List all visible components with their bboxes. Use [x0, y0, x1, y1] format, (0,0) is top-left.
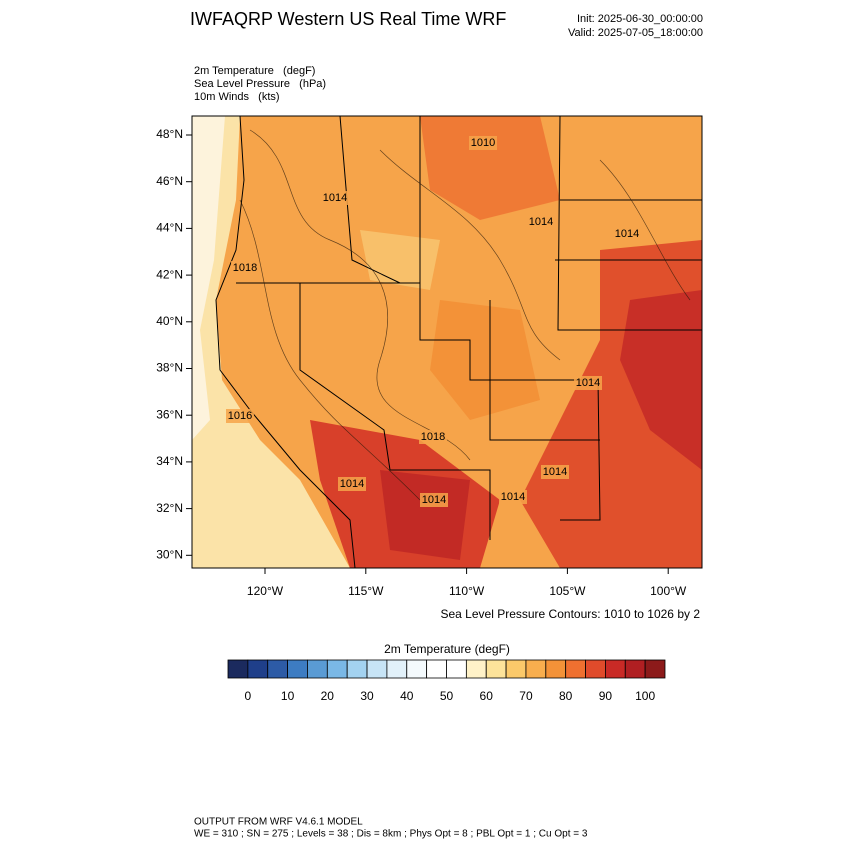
- colorbar-swatch: [386, 659, 408, 679]
- map-frame: [191, 115, 703, 569]
- contour-label: 1016: [228, 410, 252, 422]
- colorbar-tick-label: 70: [519, 689, 533, 703]
- contour-label: 1018: [233, 262, 257, 274]
- colorbar-swatch: [565, 659, 586, 679]
- field-label: 2m Temperature (degF): [194, 65, 315, 77]
- contour-label-box: [419, 430, 447, 444]
- contour-label-box: [226, 409, 254, 423]
- lat-label: 36°N: [156, 407, 183, 421]
- colorbar-swatch: [267, 659, 288, 679]
- lat-label: 48°N: [156, 127, 183, 141]
- colorbar-swatch: [465, 659, 487, 679]
- lon-label: 100°W: [650, 584, 687, 598]
- contour-label: 1014: [543, 466, 567, 478]
- colorbar-swatch: [227, 659, 249, 679]
- colorbar-swatch: [446, 659, 467, 679]
- colorbar-title: 2m Temperature (degF): [384, 642, 510, 656]
- colorbar-tick-label: 90: [599, 689, 613, 703]
- colorbar-swatch: [605, 659, 626, 679]
- lat-label: 44°N: [156, 221, 183, 235]
- colorbar-tick-label: 80: [559, 689, 573, 703]
- lat-label: 30°N: [156, 547, 183, 561]
- colorbar-swatch: [624, 659, 646, 679]
- colorbar-swatch: [307, 659, 328, 679]
- colorbar-swatch: [366, 659, 388, 679]
- colorbar-tick-label: 0: [245, 689, 252, 703]
- colorbar-swatch: [505, 659, 527, 679]
- colorbar-swatch: [545, 659, 567, 679]
- contour-label: 1014: [340, 478, 364, 490]
- lon-label: 105°W: [549, 584, 586, 598]
- init-time: Init: 2025-06-30_00:00:00: [577, 13, 703, 25]
- lat-label: 40°N: [156, 314, 183, 328]
- colorbar-swatch: [346, 659, 368, 679]
- lat-label: 32°N: [156, 501, 183, 515]
- colorbar-swatch: [585, 659, 606, 679]
- contour-label-box: [469, 136, 497, 150]
- colorbar-tick-label: 10: [281, 689, 295, 703]
- contour-label: 1014: [529, 216, 553, 228]
- contour-label-box: [527, 215, 555, 229]
- colorbar-tick-label: 30: [360, 689, 374, 703]
- contour-label: 1014: [422, 494, 446, 506]
- lon-label: 120°W: [247, 584, 284, 598]
- colorbar-tick-label: 20: [321, 689, 335, 703]
- lat-label: 34°N: [156, 454, 183, 468]
- title: IWFAQRP Western US Real Time WRF: [190, 9, 506, 29]
- contour-label-box: [338, 477, 366, 491]
- contour-label-box: [541, 465, 569, 479]
- colorbar-swatch: [525, 659, 547, 679]
- contour-label-box: [499, 490, 527, 504]
- contour-label: 1014: [501, 491, 525, 503]
- colorbar-swatch: [247, 659, 269, 679]
- lon-label: 110°W: [449, 584, 485, 598]
- contour-label-box: [231, 261, 259, 275]
- lon-label: 115°W: [348, 584, 384, 598]
- contour-label-box: [321, 191, 349, 205]
- contour-label: 1014: [615, 228, 639, 240]
- colorbar-tick-label: 50: [440, 689, 454, 703]
- contour-label-box: [613, 227, 641, 241]
- valid-time: Valid: 2025-07-05_18:00:00: [568, 27, 703, 39]
- lat-label: 42°N: [156, 267, 183, 281]
- colorbar-swatch: [426, 659, 447, 679]
- map: [192, 116, 702, 568]
- colorbar-tick-label: 100: [635, 689, 655, 703]
- colorbar-tick-label: 40: [400, 689, 414, 703]
- colorbar-swatch: [326, 659, 348, 679]
- lat-label: 38°N: [156, 361, 183, 375]
- contour-note: Sea Level Pressure Contours: 1010 to 102…: [441, 607, 701, 621]
- contour-label-box: [574, 376, 602, 390]
- contour-label: 1014: [323, 192, 347, 204]
- colorbar-swatch: [485, 659, 507, 679]
- contour-label: 1014: [576, 377, 600, 389]
- colorbar-swatch: [287, 659, 308, 679]
- contour-label: 1018: [421, 431, 445, 443]
- field-label: 10m Winds (kts): [194, 91, 280, 103]
- colorbar-swatch: [406, 659, 428, 679]
- contour-label-box: [420, 493, 448, 507]
- contour-label: 1010: [471, 137, 495, 149]
- colorbar-tick-label: 60: [480, 689, 494, 703]
- colorbar-swatch: [644, 659, 666, 679]
- lat-label: 46°N: [156, 174, 183, 188]
- field-label: Sea Level Pressure (hPa): [194, 78, 326, 90]
- footer-model: OUTPUT FROM WRF V4.6.1 MODEL: [194, 817, 363, 828]
- footer-details: WE = 310 ; SN = 275 ; Levels = 38 ; Dis …: [194, 829, 588, 840]
